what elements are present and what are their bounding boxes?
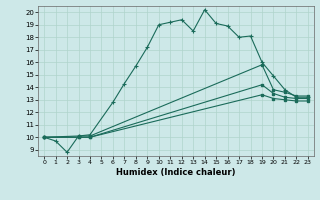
X-axis label: Humidex (Indice chaleur): Humidex (Indice chaleur) bbox=[116, 168, 236, 177]
